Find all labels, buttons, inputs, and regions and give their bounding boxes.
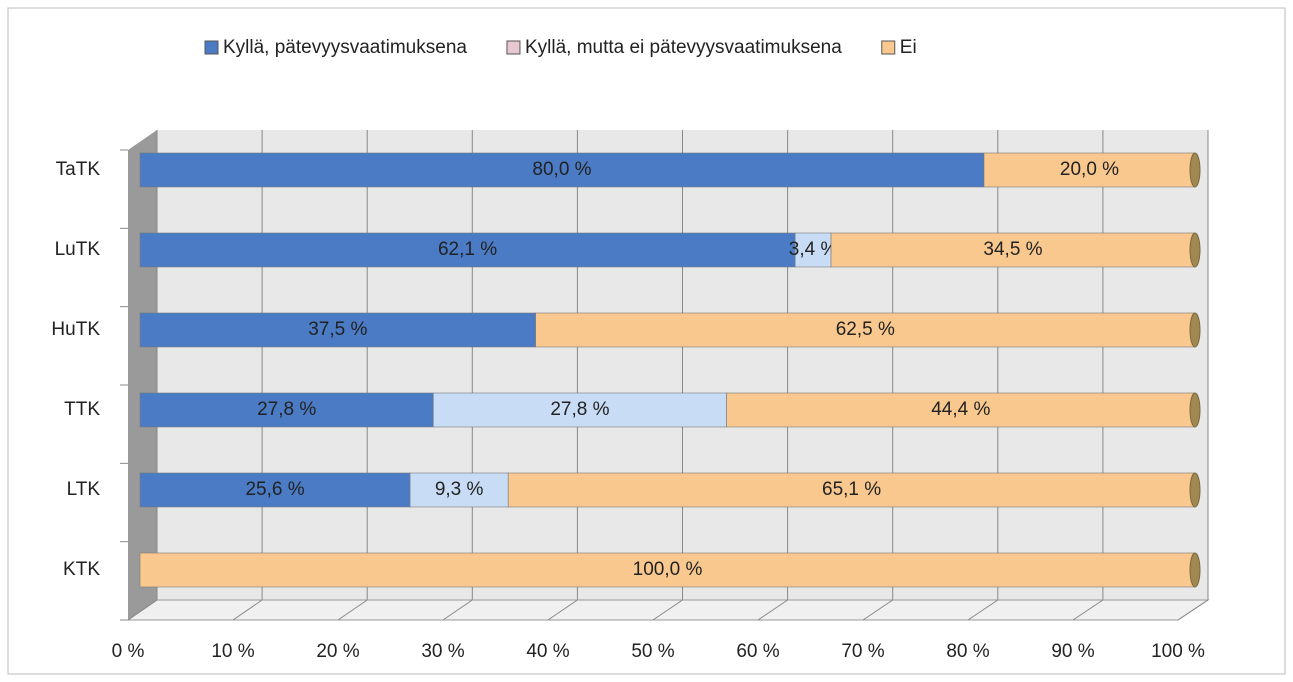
floor-grid-line [337, 599, 368, 621]
bar-end-cap [1189, 312, 1201, 348]
data-label: 100,0 % [633, 559, 703, 580]
x-tick-label: 60 % [736, 641, 779, 662]
bar-segment [139, 392, 434, 428]
x-tick-label: 70 % [841, 641, 884, 662]
bar-end-cap [1189, 472, 1201, 508]
bar-segment [432, 392, 727, 428]
bar-end-cap [1189, 392, 1201, 428]
x-tick-label: 80 % [946, 641, 989, 662]
data-label: 44,4 % [931, 399, 990, 420]
floor-grid-line [1072, 599, 1104, 621]
legend-swatch [204, 40, 219, 55]
legend-swatch [881, 40, 896, 55]
x-tick-label: 50 % [631, 641, 674, 662]
bar-segment [409, 472, 509, 508]
bar-segment [726, 392, 1196, 428]
bar-segment [535, 312, 1196, 348]
floor-grid-line [232, 599, 263, 621]
floor-grid-line [757, 599, 788, 621]
data-label: 27,8 % [550, 399, 609, 420]
x-tick-label: 10 % [211, 641, 254, 662]
y-tick-label: LTK [67, 479, 101, 500]
bar-end-cap [1189, 232, 1201, 268]
data-label: 65,1 % [822, 479, 881, 500]
bar-end-cap [1189, 152, 1201, 188]
legend-label: Kyllä, pätevyysvaatimuksena [223, 37, 467, 58]
bar-segment [139, 552, 1196, 588]
floor-grid-line [862, 599, 893, 621]
bar-segment [794, 232, 832, 268]
x-tick-label: 100 % [1151, 641, 1205, 662]
data-label: 20,0 % [1060, 159, 1119, 180]
data-label: 80,0 % [532, 159, 591, 180]
bar-end-cap [1189, 552, 1201, 588]
bar-segment [139, 152, 985, 188]
bar-segment [830, 232, 1196, 268]
data-label: 27,8 % [257, 399, 316, 420]
x-tick-label: 90 % [1051, 641, 1094, 662]
legend-swatch [506, 40, 521, 55]
data-label: 25,6 % [245, 479, 304, 500]
data-label: 62,5 % [836, 319, 895, 340]
data-label: 62,1 % [438, 239, 497, 260]
y-tick-label: TTK [64, 399, 100, 420]
y-tick-label: LuTK [55, 239, 101, 260]
bar-segment [139, 232, 796, 268]
floor-grid-line [1177, 599, 1209, 621]
side-wall [128, 130, 157, 620]
floor-grid-line [967, 599, 999, 621]
bar-segment [507, 472, 1196, 508]
y-tick-label: TaTK [56, 159, 101, 180]
floor-grid-line [652, 599, 683, 621]
legend-label: Ei [900, 37, 917, 58]
x-tick-label: 20 % [316, 641, 359, 662]
legend-label: Kyllä, mutta ei pätevyysvaatimuksena [525, 37, 842, 58]
x-tick-label: 40 % [526, 641, 569, 662]
data-label: 34,5 % [983, 239, 1042, 260]
floor-grid-line [547, 599, 578, 621]
floor-grid-line [442, 599, 473, 621]
bar-segment [139, 312, 536, 348]
x-tick-label: 30 % [421, 641, 464, 662]
y-tick-label: HuTK [51, 319, 100, 340]
data-label: 9,3 % [435, 479, 484, 500]
x-tick-label: 0 % [112, 641, 145, 662]
floor-grid-line [127, 599, 158, 621]
data-label: 3,4 % [789, 239, 838, 260]
bar-segment [139, 472, 411, 508]
data-label: 37,5 % [308, 319, 367, 340]
y-tick-label: KTK [63, 559, 100, 580]
